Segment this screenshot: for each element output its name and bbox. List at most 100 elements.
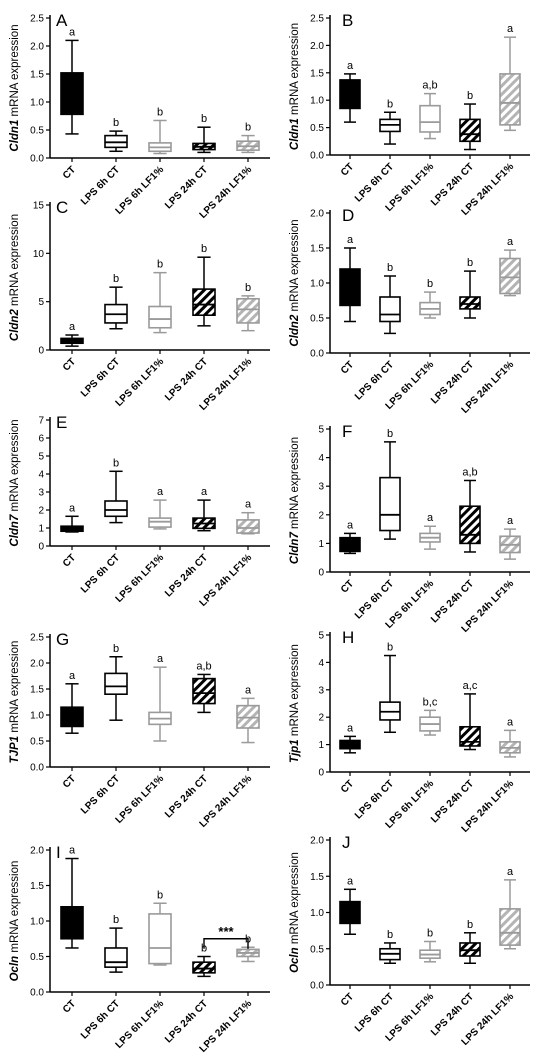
significance-letter: b — [113, 273, 119, 285]
significance-letter: b — [387, 98, 393, 110]
box-body — [379, 476, 401, 532]
box-4: a — [499, 866, 521, 950]
y-tick-label: 2.5 — [30, 14, 44, 25]
box-4: a — [236, 684, 260, 744]
box-body — [499, 257, 521, 295]
significance-letter: a — [157, 486, 164, 498]
significance-letter: b — [157, 889, 163, 901]
x-tick-label: LPS 6h CT — [79, 356, 122, 399]
significance-letter: a — [507, 866, 514, 878]
box-body — [339, 79, 361, 110]
x-tick-label: CT — [339, 778, 356, 795]
box-4: a — [499, 515, 521, 560]
significance-letter: a — [157, 653, 164, 665]
significance-letter: b — [201, 113, 207, 125]
y-axis-label: Ocln mRNA expression — [9, 861, 21, 982]
box-2: b — [148, 106, 172, 155]
panel-letter: B — [342, 11, 353, 30]
y-tick-label: 5 — [38, 452, 44, 463]
y-tick-label: 15 — [33, 201, 45, 212]
y-tick-label: 1.0 — [30, 917, 44, 928]
significance-letter: a — [507, 515, 514, 527]
y-tick-label: 10 — [33, 249, 45, 260]
box-body — [339, 268, 361, 307]
x-tick-label: CT — [61, 164, 78, 181]
significance-letter: b — [157, 259, 163, 271]
gene-name: Cldn1 — [289, 118, 301, 150]
box-0: a — [60, 670, 84, 734]
box-body — [60, 905, 84, 940]
significance-letter: b — [387, 262, 393, 274]
y-tick-label: 3 — [318, 685, 324, 696]
significance-letter: b — [387, 428, 393, 440]
y-axis-label-suffix: mRNA expression — [9, 641, 21, 736]
y-axis-label: Cldn7 mRNA expression — [9, 419, 21, 546]
panel-j: 0.0 0.5 1.0 1.5 2.0 Ocln mRNA expression J CTLP… — [289, 833, 530, 1048]
significance-letter: b — [387, 929, 393, 941]
gene-name: Cldn2 — [289, 314, 301, 347]
y-tick-label: 0 — [38, 346, 44, 357]
y-axis-label: Cldn1 mRNA expression — [289, 23, 301, 150]
y-tick-label: 1.5 — [30, 685, 44, 696]
y-tick-label: 0.5 — [30, 126, 44, 137]
y-tick-label: 1.5 — [30, 881, 44, 892]
panel-letter: E — [56, 413, 67, 432]
y-tick-label: 2.0 — [310, 209, 324, 220]
gene-name: Cldn7 — [9, 514, 21, 547]
box-2: b — [148, 889, 172, 966]
x-tick-label: LPS 24h CT — [163, 773, 210, 820]
x-tick-label: LPS 24h CT — [163, 164, 210, 211]
box-body — [148, 305, 172, 329]
x-tick-label: CT — [61, 552, 78, 569]
y-tick-label: 3 — [38, 488, 44, 499]
x-tick-label: CT — [339, 578, 356, 595]
y-axis-label: Tjp1 mRNA expression — [289, 644, 301, 763]
y-tick-label: 2 — [318, 713, 324, 724]
box-body — [104, 947, 128, 968]
x-tick-label: LPS 6h CT — [353, 778, 396, 821]
significance-letter: b — [467, 90, 473, 102]
y-tick-label: 4 — [318, 658, 324, 669]
significance-letter: b — [113, 117, 119, 129]
panel-letter: C — [56, 198, 68, 217]
box-3: b — [192, 243, 216, 327]
x-tick-label: LPS 6h CT — [79, 998, 122, 1041]
y-tick-label: 1.0 — [310, 908, 324, 919]
box-0: a — [339, 234, 361, 323]
y-tick-label: 1 — [38, 524, 44, 535]
box-2: b — [419, 278, 441, 319]
box-3: b — [459, 919, 481, 964]
box-body — [148, 913, 172, 965]
gene-name: Tjp1 — [289, 739, 301, 763]
y-tick-label: 0.0 — [310, 349, 324, 360]
significance-letter: b — [387, 642, 393, 654]
box-2: a — [419, 512, 441, 550]
y-tick-label: 0.5 — [310, 944, 324, 955]
x-tick-label: CT — [339, 161, 356, 178]
y-tick-label: 1.5 — [310, 872, 324, 883]
y-tick-label: 1 — [318, 539, 324, 550]
significance-letter: b — [467, 257, 473, 269]
x-tick-label: LPS 6h CT — [353, 991, 396, 1034]
y-tick-label: 0.0 — [310, 151, 324, 162]
significance-letter: a — [507, 236, 514, 248]
significance-letter: a — [69, 321, 76, 333]
significance-letter: a — [245, 684, 252, 696]
box-2: b,c — [419, 696, 441, 736]
panel-letter: A — [56, 11, 68, 30]
significance-letter: a — [69, 502, 76, 514]
significance-letter: a,c — [463, 680, 478, 692]
y-tick-label: 4 — [318, 453, 324, 464]
y-tick-label: 5 — [318, 425, 324, 436]
significance-letter: a — [245, 499, 252, 511]
box-3: b — [459, 90, 481, 151]
panel-g: 0.0 0.5 1.0 1.5 2.0 2.5 TJP1 mRNA expression G C… — [9, 630, 270, 830]
x-tick-label: CT — [339, 991, 356, 1008]
x-tick-label: CT — [61, 356, 78, 373]
y-tick-label: 6 — [38, 434, 44, 445]
box-0: a — [60, 845, 84, 949]
box-2: b — [148, 259, 172, 334]
y-axis-label-suffix: mRNA expression — [289, 219, 301, 314]
box-4: a — [236, 499, 260, 535]
